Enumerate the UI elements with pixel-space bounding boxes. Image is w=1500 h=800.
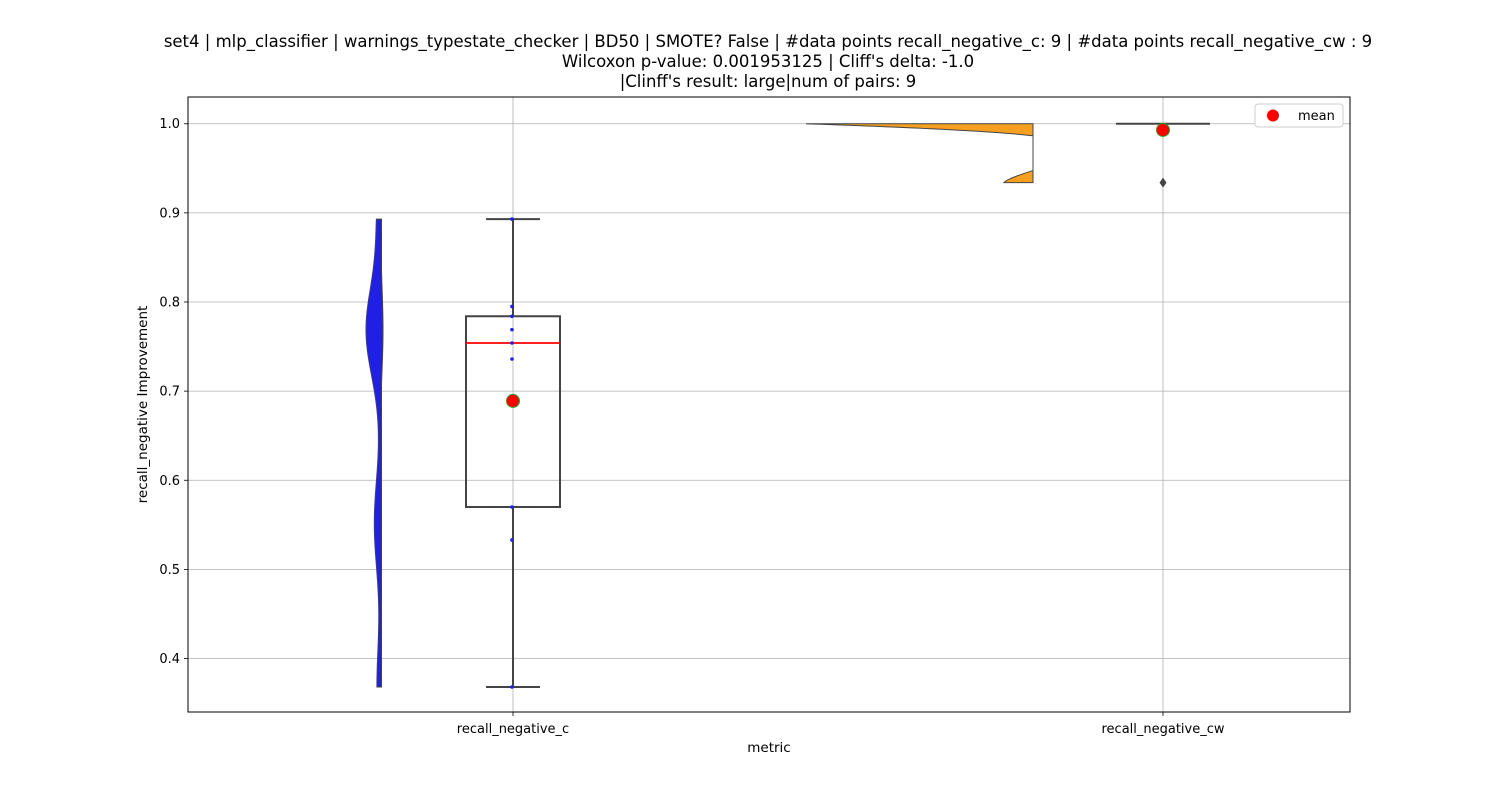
data-point <box>510 357 514 361</box>
mean-marker <box>1156 122 1170 137</box>
y-tick-label: 0.7 <box>159 385 180 400</box>
y-axis-label: recall_negative Improvement <box>135 306 151 504</box>
y-tick-label: 1.0 <box>159 117 180 132</box>
data-point <box>510 505 514 509</box>
chart-title-line: Wilcoxon p-value: 0.001953125 | Cliff's … <box>562 52 974 71</box>
y-tick-label: 0.6 <box>159 474 180 489</box>
legend-marker <box>1267 109 1279 122</box>
legend-box <box>1254 103 1344 128</box>
mean-marker <box>506 393 520 408</box>
data-point <box>510 538 514 542</box>
data-point <box>510 304 514 309</box>
chart-title-line: |Clinff's result: large|num of pairs: 9 <box>620 72 917 91</box>
y-tick-label: 0.8 <box>159 296 180 311</box>
data-point <box>510 685 514 689</box>
violin-recall-negative-cw <box>805 123 1034 184</box>
x-axis-label: metric <box>747 740 790 756</box>
x-tick-label: recall_negative_cw <box>1101 722 1224 737</box>
violin-recall-negative-c <box>365 218 384 688</box>
y-tick-label: 0.9 <box>159 206 180 221</box>
outlier-marker <box>1159 177 1167 188</box>
plot-frame <box>187 96 1351 713</box>
data-point <box>510 217 514 221</box>
data-point <box>510 341 514 345</box>
data-point <box>510 327 514 332</box>
data-point <box>510 314 514 319</box>
x-tick-label: recall_negative_c <box>457 722 569 737</box>
y-tick-label: 0.4 <box>159 652 180 667</box>
plot-area <box>188 97 1350 712</box>
legend-label: mean <box>1298 109 1335 124</box>
chart-title-line: set4 | mlp_classifier | warnings_typesta… <box>164 32 1372 52</box>
y-tick-label: 0.5 <box>159 563 180 578</box>
